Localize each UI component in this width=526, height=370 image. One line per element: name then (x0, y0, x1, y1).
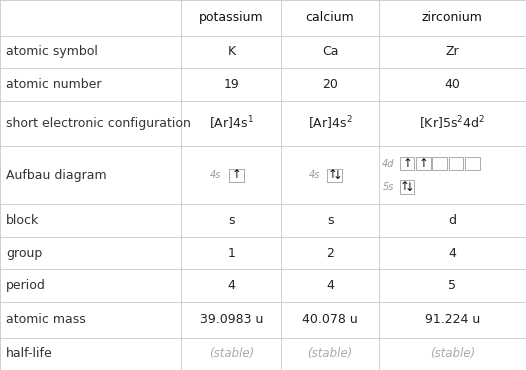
Text: $\mathsf{[Ar]4s^{2}}$: $\mathsf{[Ar]4s^{2}}$ (308, 114, 352, 132)
Text: (stable): (stable) (307, 347, 353, 360)
Text: ↑: ↑ (327, 168, 337, 181)
Text: half-life: half-life (6, 347, 53, 360)
Text: 4s: 4s (210, 170, 221, 180)
Text: s: s (327, 214, 333, 227)
Bar (416, 157, 431, 170)
Text: Zr: Zr (446, 45, 459, 58)
Text: 5s: 5s (382, 182, 394, 192)
Text: calcium: calcium (306, 11, 355, 24)
Text: 2: 2 (326, 247, 334, 260)
Text: atomic number: atomic number (6, 78, 102, 91)
Text: 39.0983 u: 39.0983 u (200, 313, 263, 326)
Text: 4: 4 (228, 279, 235, 292)
Text: 4d: 4d (382, 159, 394, 169)
Bar (465, 157, 480, 170)
Text: period: period (6, 279, 46, 292)
Text: zirconium: zirconium (422, 11, 483, 24)
Text: 1: 1 (228, 247, 235, 260)
Text: 5: 5 (448, 279, 457, 292)
Text: potassium: potassium (199, 11, 264, 24)
Text: Ca: Ca (322, 45, 338, 58)
Bar (400, 157, 414, 170)
Text: atomic mass: atomic mass (6, 313, 86, 326)
Text: (stable): (stable) (430, 347, 475, 360)
Text: group: group (6, 247, 43, 260)
Text: d: d (448, 214, 457, 227)
Text: ↓: ↓ (404, 181, 414, 194)
Bar (327, 169, 342, 182)
Bar (400, 180, 414, 194)
Text: 4: 4 (449, 247, 456, 260)
Text: atomic symbol: atomic symbol (6, 45, 98, 58)
Text: short electronic configuration: short electronic configuration (6, 117, 191, 130)
Text: s: s (228, 214, 235, 227)
Bar (229, 169, 244, 182)
Text: ↑: ↑ (400, 180, 410, 193)
Text: 91.224 u: 91.224 u (424, 313, 480, 326)
Text: $\mathsf{[Kr]5s^{2}4d^{2}}$: $\mathsf{[Kr]5s^{2}4d^{2}}$ (419, 114, 485, 132)
Text: K: K (227, 45, 236, 58)
Text: ↑: ↑ (231, 168, 241, 181)
Text: block: block (6, 214, 39, 227)
Bar (449, 157, 463, 170)
Bar (432, 157, 447, 170)
Text: 40.078 u: 40.078 u (302, 313, 358, 326)
Text: ↑: ↑ (419, 157, 428, 170)
Text: ↓: ↓ (332, 169, 342, 182)
Text: (stable): (stable) (209, 347, 254, 360)
Text: 4: 4 (326, 279, 334, 292)
Text: 20: 20 (322, 78, 338, 91)
Text: $\mathsf{[Ar]4s^{1}}$: $\mathsf{[Ar]4s^{1}}$ (209, 114, 254, 132)
Text: Aufbau diagram: Aufbau diagram (6, 169, 107, 182)
Text: ↑: ↑ (402, 157, 412, 170)
Text: 19: 19 (224, 78, 239, 91)
Text: 4s: 4s (309, 170, 320, 180)
Text: 40: 40 (444, 78, 460, 91)
